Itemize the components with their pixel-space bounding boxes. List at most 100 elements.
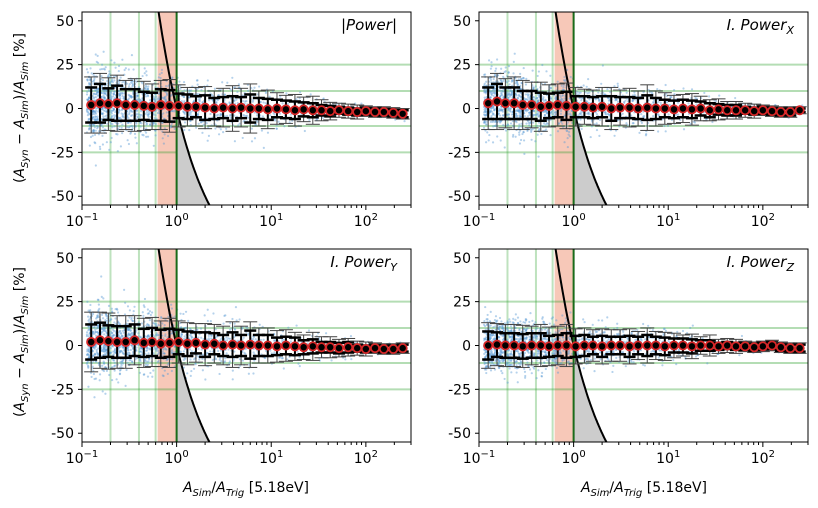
- scatter-point: [131, 114, 133, 116]
- scatter-point: [145, 360, 147, 362]
- scatter-point: [515, 136, 517, 138]
- scatter-point: [104, 92, 106, 94]
- scatter-point: [119, 373, 121, 375]
- median-marker: [131, 102, 137, 108]
- scatter-point: [515, 121, 517, 123]
- scatter-point: [545, 128, 547, 130]
- scatter-point: [581, 128, 583, 130]
- scatter-point: [153, 99, 155, 101]
- scatter-point: [144, 298, 146, 300]
- scatter-point: [488, 59, 490, 61]
- scatter-point: [99, 379, 101, 381]
- scatter-point: [105, 349, 107, 351]
- scatter-point: [145, 363, 147, 365]
- scatter-point: [485, 110, 487, 112]
- median-marker: [166, 103, 172, 109]
- median-marker: [265, 106, 271, 112]
- scatter-point: [505, 129, 507, 131]
- scatter-point: [322, 117, 324, 119]
- median-marker: [697, 105, 703, 111]
- scatter-point: [93, 79, 95, 81]
- scatter-point: [154, 134, 156, 136]
- scatter-point: [97, 299, 99, 301]
- scatter-point: [162, 137, 164, 139]
- scatter-point: [108, 74, 110, 76]
- scatter-point: [93, 396, 95, 398]
- panel-title: I. PowerX: [727, 16, 795, 37]
- scatter-point: [161, 122, 163, 124]
- scatter-point: [112, 95, 114, 97]
- scatter-point: [683, 128, 685, 130]
- scatter-point: [114, 317, 116, 319]
- scatter-point: [645, 133, 647, 135]
- scatter-point: [116, 378, 118, 380]
- scatter-point: [580, 99, 582, 101]
- median-marker: [327, 108, 333, 114]
- scatter-point: [152, 369, 154, 371]
- scatter-point: [117, 321, 119, 323]
- scatter-point: [596, 113, 598, 115]
- scatter-point: [121, 59, 123, 61]
- scatter-point: [111, 115, 113, 117]
- scatter-point: [86, 331, 88, 333]
- scatter-point: [615, 99, 617, 101]
- scatter-point: [523, 153, 525, 155]
- scatter-point: [263, 147, 265, 149]
- scatter-point: [101, 113, 103, 115]
- scatter-point: [533, 96, 535, 98]
- median-marker: [292, 107, 298, 113]
- scatter-point: [139, 98, 141, 100]
- scatter-point: [483, 109, 485, 111]
- scatter-point: [113, 62, 115, 64]
- scatter-point: [183, 100, 185, 102]
- scatter-point: [166, 111, 168, 113]
- scatter-point: [491, 65, 493, 67]
- scatter-point: [625, 122, 627, 124]
- scatter-point: [195, 127, 197, 129]
- scatter-point: [197, 84, 199, 86]
- scatter-point: [588, 113, 590, 115]
- median-marker: [184, 104, 190, 110]
- scatter-point: [310, 93, 312, 95]
- scatter-point: [200, 121, 202, 123]
- scatter-point: [164, 133, 166, 135]
- scatter-point: [105, 66, 107, 68]
- median-marker: [494, 98, 500, 104]
- scatter-point: [687, 102, 689, 104]
- scatter-point: [532, 122, 534, 124]
- scatter-point: [265, 92, 267, 94]
- scatter-point: [109, 84, 111, 86]
- scatter-point: [134, 133, 136, 135]
- scatter-point: [97, 55, 99, 57]
- scatter-point: [147, 136, 149, 138]
- scatter-point: [563, 141, 565, 143]
- scatter-point: [88, 348, 90, 350]
- scatter-point: [651, 91, 653, 93]
- scatter-point: [112, 359, 114, 361]
- scatter-point: [118, 126, 120, 128]
- scatter-point: [530, 131, 532, 133]
- scatter-point: [209, 113, 211, 115]
- scatter-point: [148, 116, 150, 118]
- scatter-point: [626, 92, 628, 94]
- scatter-point: [86, 361, 88, 363]
- scatter-point: [508, 83, 510, 85]
- scatter-point: [229, 114, 231, 116]
- scatter-point: [507, 123, 509, 125]
- scatter-point: [183, 129, 185, 131]
- scatter-point: [92, 366, 94, 368]
- scatter-point: [111, 308, 113, 310]
- median-marker: [88, 102, 94, 108]
- scatter-point: [155, 123, 157, 125]
- scatter-point: [512, 136, 514, 138]
- scatter-point: [549, 134, 551, 136]
- y-tick-label: 25: [56, 58, 74, 74]
- scatter-point: [143, 373, 145, 375]
- scatter-point: [174, 128, 176, 130]
- scatter-point: [179, 88, 181, 90]
- scatter-point: [536, 113, 538, 115]
- scatter-point: [95, 53, 97, 55]
- scatter-point: [602, 64, 604, 66]
- scatter-point: [542, 96, 544, 98]
- median-marker: [175, 103, 181, 109]
